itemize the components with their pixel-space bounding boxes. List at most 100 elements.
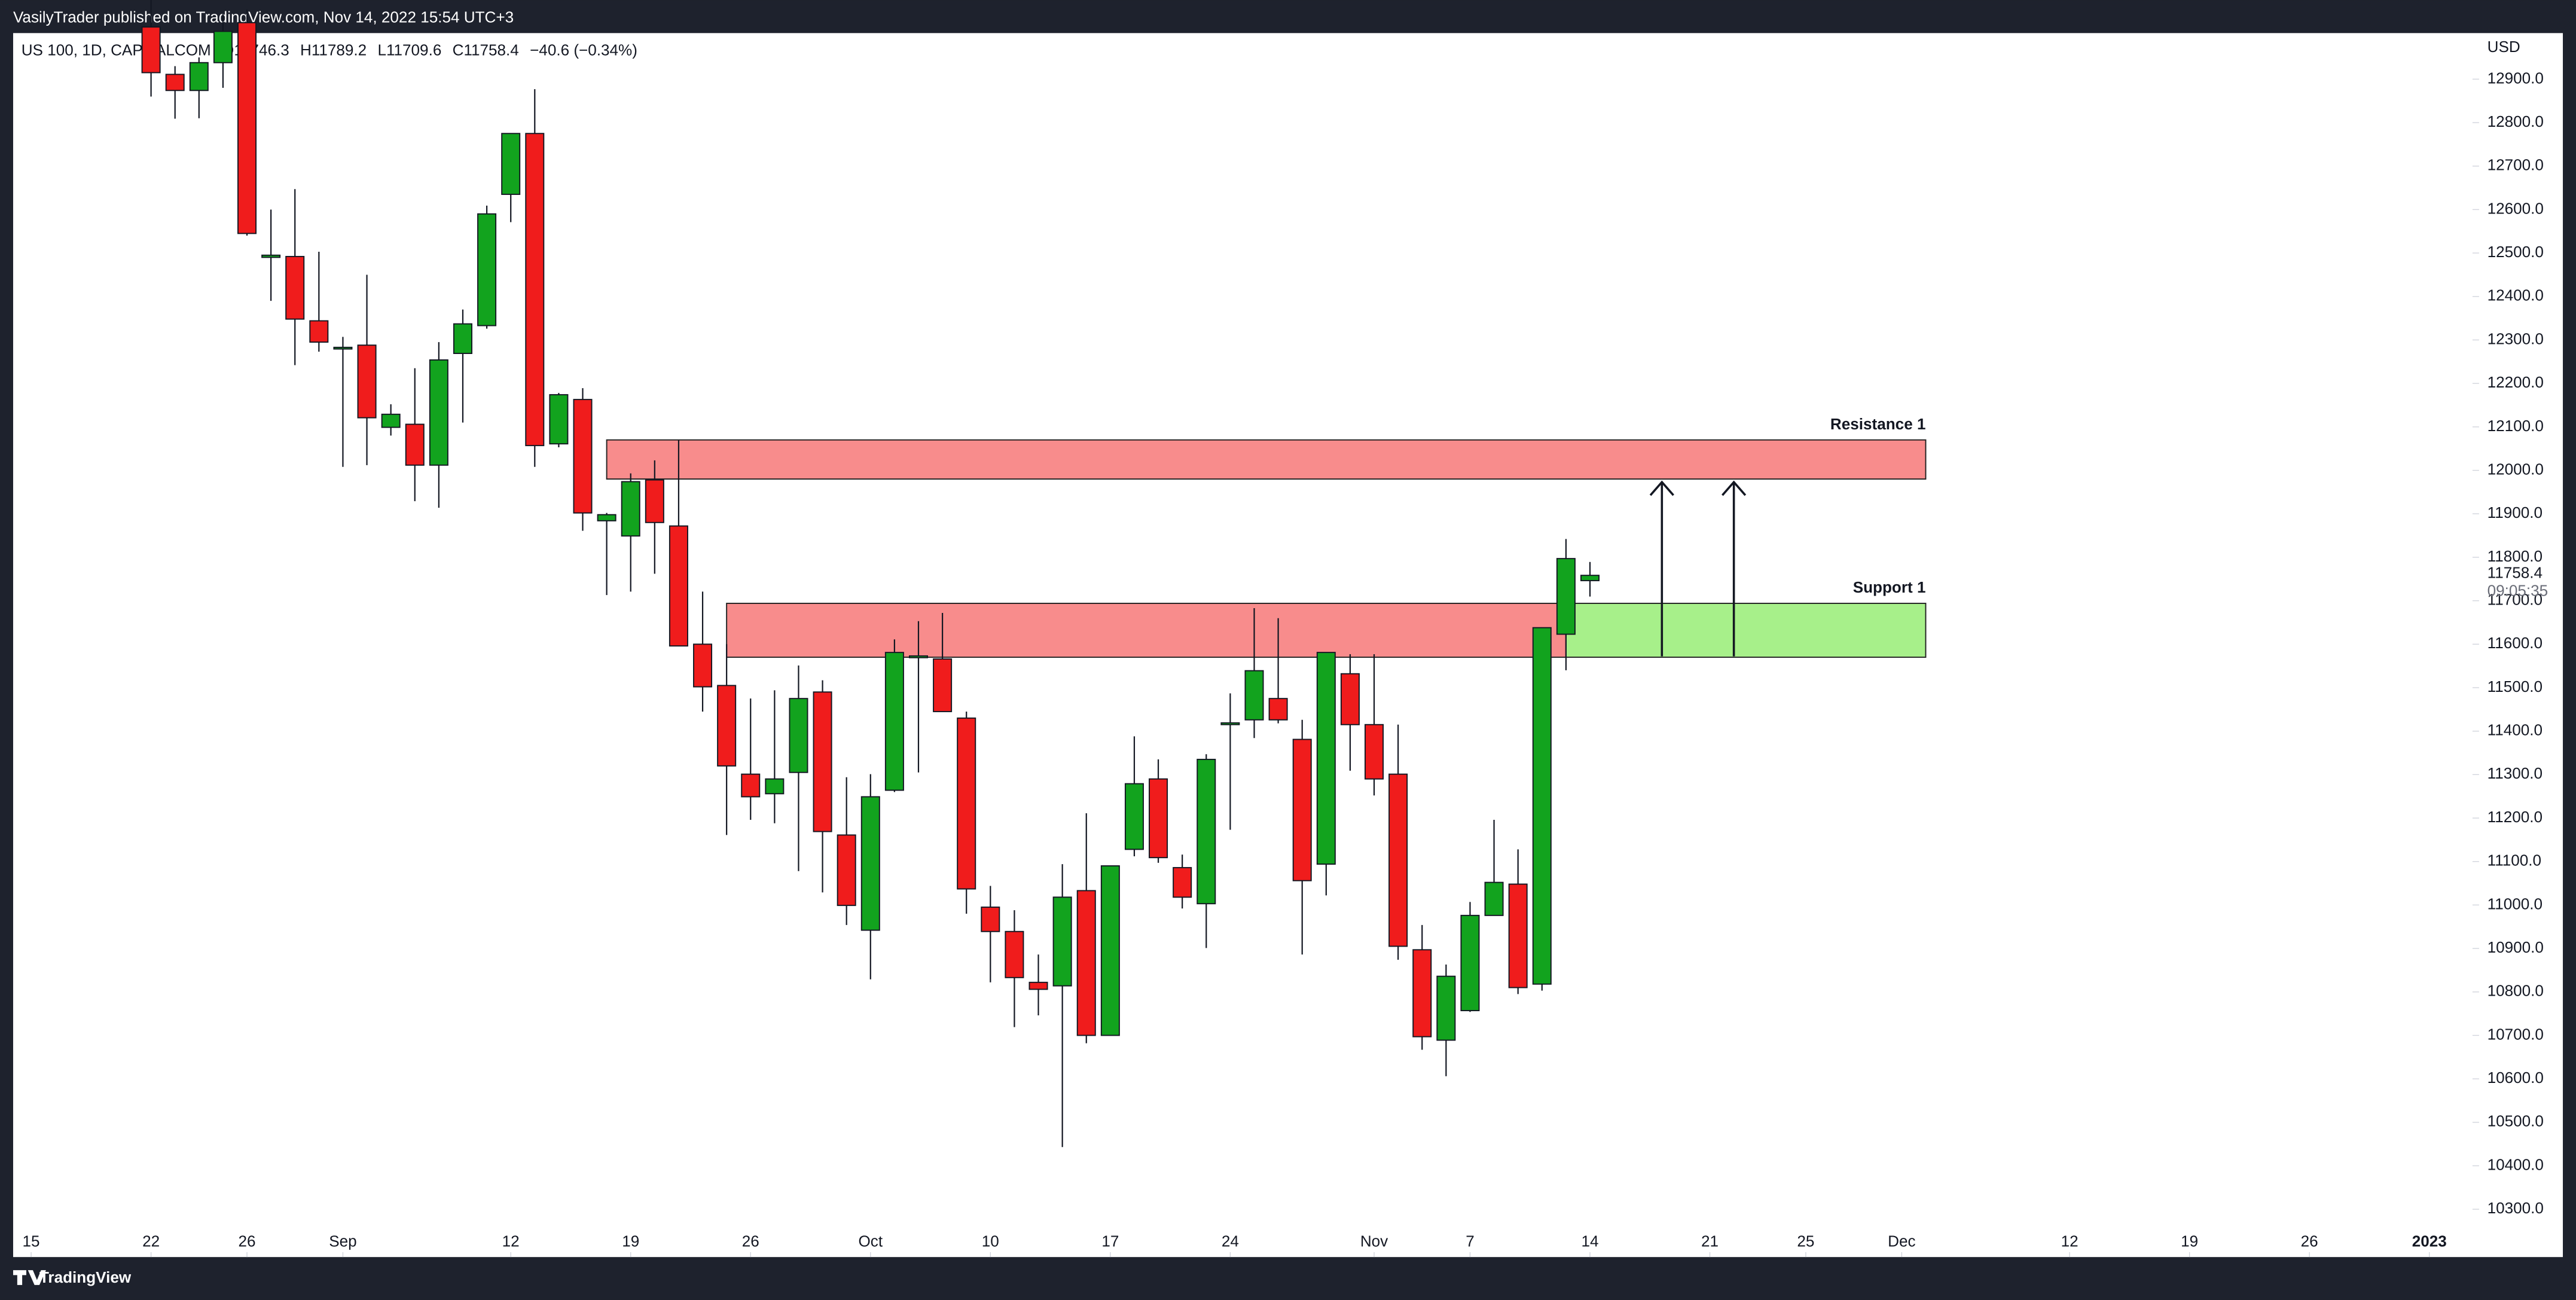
zone-label: Resistance 1 [1830,415,1926,433]
candle-body [333,346,353,350]
y-tick-label: 11200.0 [2488,808,2543,826]
candle-body [309,320,329,343]
x-tick-label: Sep [329,1232,356,1250]
y-tick-label: 10300.0 [2488,1199,2544,1217]
y-tick-label: 11000.0 [2488,895,2543,913]
x-tick-label: 2023 [2412,1232,2447,1250]
y-tick-label: 11100.0 [2488,852,2541,869]
candle-body [1580,575,1600,581]
x-tick-label: 12 [2061,1232,2078,1250]
candle-body [141,26,161,74]
candle-body [765,778,785,795]
y-tick-label: 10700.0 [2488,1025,2544,1043]
x-tick-label: 19 [2181,1232,2198,1250]
candle-body [237,22,257,234]
x-tick-label: 25 [1797,1232,1814,1250]
y-tick-label: 12800.0 [2488,112,2544,130]
candle-body [1388,773,1408,947]
symbol-legend: US 100, 1D, CAPITALCOM O11746.3 H11789.2… [22,41,637,59]
y-tick-label: 10800.0 [2488,982,2544,1000]
zone [726,603,1567,658]
candle-body [669,525,688,647]
ohlc-high: H11789.2 [300,41,367,59]
candle-body [860,796,880,931]
y-tick-label: 12100.0 [2488,417,2544,435]
candle-body [1173,866,1192,898]
currency: USD [2488,38,2520,56]
candle-body [933,658,953,712]
x-tick-label: 14 [1581,1232,1598,1250]
x-tick-label: 21 [1701,1232,1719,1250]
y-tick-label: 12600.0 [2488,199,2544,217]
candle-body [645,479,664,523]
y-tick-label: 12900.0 [2488,69,2544,87]
candle-body [1340,673,1360,725]
candle-body [1268,698,1288,721]
x-tick-label: 26 [2301,1232,2318,1250]
candle-body [1197,758,1216,905]
ohlc-change: −40.6 (−0.34%) [530,41,637,59]
candle-body [573,399,593,514]
candle-body [621,481,640,537]
y-tick-label: 11900.0 [2488,503,2543,521]
candle-body [1292,739,1312,881]
candle-body [1124,783,1144,850]
arrow-head [1722,480,1747,496]
y-tick-label: 11300.0 [2488,764,2543,782]
ohlc-low: L11709.6 [377,41,441,59]
y-tick-label: 12000.0 [2488,460,2544,478]
candle-body [1100,865,1120,1036]
y-tick-label: 10900.0 [2488,938,2544,956]
candle-body [1556,558,1576,635]
candle-body [549,394,569,445]
x-tick-label: 17 [1101,1232,1119,1250]
candle-body [909,655,929,658]
candle-body [381,413,401,428]
brand-logo [13,1270,46,1285]
x-tick-label: Nov [1360,1232,1388,1250]
candle-body [189,62,209,91]
x-tick-label: 10 [982,1232,999,1250]
candle-body [717,685,737,767]
candle-body [1028,981,1048,990]
y-tick-label: 12500.0 [2488,243,2544,261]
y-tick-label: 10500.0 [2488,1112,2544,1130]
x-tick-label: Oct [858,1232,883,1250]
y-tick-label: 12400.0 [2488,286,2544,304]
candle-body [741,773,761,798]
x-tick-label: 7 [1466,1232,1475,1250]
candle-body [1460,914,1480,1012]
candle-body [285,255,305,320]
candle-body [1052,896,1072,987]
ohlc-close: C11758.4 [453,41,519,59]
candle-body [477,213,497,326]
candle-body [1220,722,1240,725]
candle-body [1076,890,1096,1036]
candle-body [261,254,281,258]
candle-body [1436,975,1456,1041]
candle-body [1532,627,1552,985]
candle-body [693,643,713,688]
publisher-line: VasilyTrader published on TradingView.co… [13,8,514,26]
candle-body [884,652,904,791]
x-tick-label: 19 [622,1232,639,1250]
y-tick-label: 11600.0 [2488,634,2543,652]
x-tick-label: 12 [502,1232,520,1250]
candle-body [837,834,856,907]
x-tick-label: Dec [1888,1232,1915,1250]
y-tick-label: 11800.0 [2488,547,2543,565]
candle-body [813,691,832,832]
candle-body [501,133,521,195]
candle-body [1005,930,1024,978]
x-tick-label: 26 [742,1232,759,1250]
x-tick-label: 24 [1222,1232,1239,1250]
zone [606,439,1927,480]
y-tick-label: 10400.0 [2488,1155,2544,1173]
candle-body [1149,778,1168,859]
y-tick-label: 12300.0 [2488,329,2544,347]
candle-body [981,907,1000,932]
candle-body [357,344,377,419]
candle-body [1484,881,1504,916]
